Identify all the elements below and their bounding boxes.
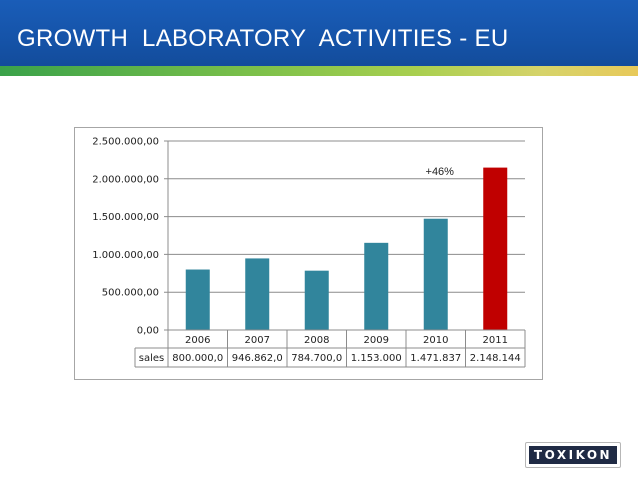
- slide-title: GROWTH LABORATORY ACTIVITIES - EU: [17, 25, 509, 52]
- y-tick-label: 500.000,00: [102, 288, 159, 299]
- table-value-cell: 2.148.144: [470, 353, 521, 364]
- x-category-label: 2010: [423, 335, 448, 346]
- growth-annotation: +46%: [426, 166, 455, 178]
- y-tick-label: 1.000.000,00: [92, 250, 159, 261]
- x-category-label: 2008: [304, 335, 329, 346]
- bar-2011: [483, 167, 508, 330]
- table-value-cell: 784.700,0: [291, 353, 342, 364]
- logo-text: TOXIKON: [529, 446, 617, 464]
- toxikon-logo: TOXIKON: [525, 442, 621, 468]
- x-category-label: 2006: [185, 335, 210, 346]
- bar-2010: [423, 218, 448, 330]
- bar-2006: [185, 269, 210, 330]
- bar-2008: [304, 270, 329, 330]
- slide-header: [0, 0, 638, 73]
- x-category-label: 2007: [245, 335, 270, 346]
- chart-frame: 0,00 500.000,00 1.000.000,00 1.500.000,00 2.…: [74, 127, 543, 380]
- bar-2007: [245, 258, 270, 330]
- table-value-cell: 946.862,0: [232, 353, 283, 364]
- y-tick-label: 2.000.000,00: [92, 174, 159, 185]
- y-tick-label: 2.500.000,00: [92, 137, 159, 148]
- header-stripe: [0, 66, 638, 76]
- sales-bar-chart: 0,00 500.000,00 1.000.000,00 1.500.000,00 2.…: [92, 137, 526, 368]
- table-value-cell: 1.153.000: [351, 353, 402, 364]
- bar-2009: [364, 242, 389, 330]
- table-row-label: sales: [139, 353, 164, 364]
- table-value-cell: 800.000,0: [172, 353, 223, 364]
- x-category-label: 2009: [364, 335, 389, 346]
- y-tick-label: 0,00: [137, 326, 159, 337]
- table-value-cell: 1.471.837: [410, 353, 461, 364]
- y-tick-label: 1.500.000,00: [92, 212, 159, 223]
- x-category-label: 2011: [483, 335, 508, 346]
